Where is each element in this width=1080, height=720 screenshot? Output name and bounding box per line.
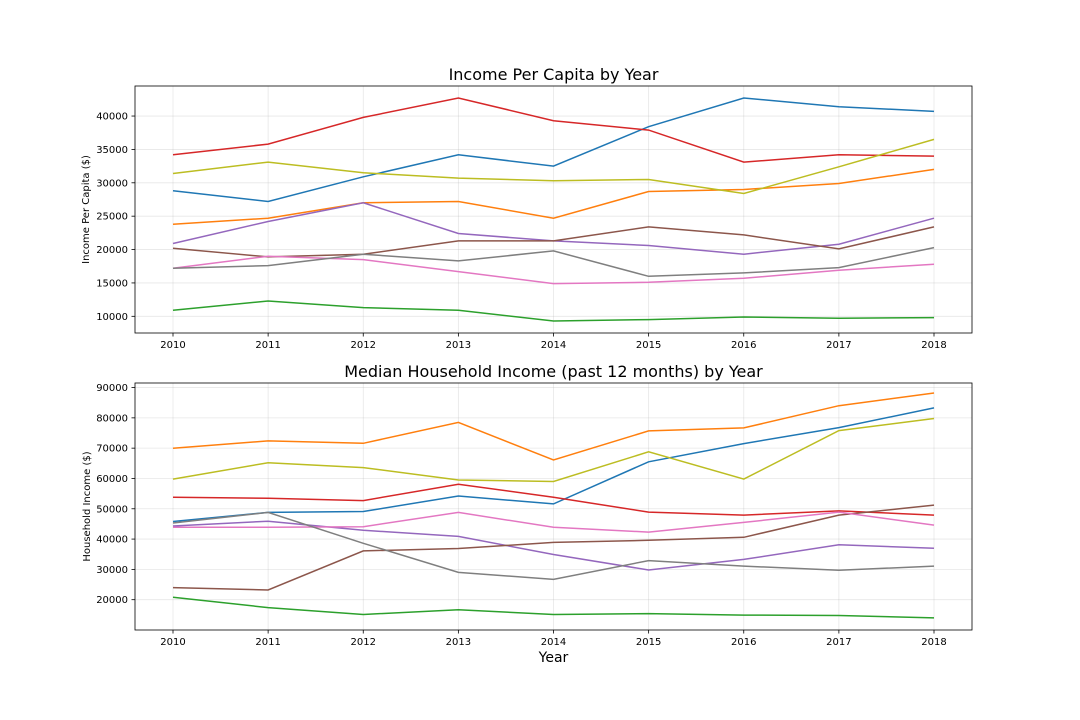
x-tick-label: 2013 (446, 340, 471, 351)
series-line-4 (172, 483, 935, 516)
series-line-1 (172, 407, 935, 523)
x-tick-label: 2014 (541, 637, 566, 648)
x-tick-label: 2011 (255, 637, 280, 648)
series-line-2 (172, 168, 935, 225)
y-tick-label: 20000 (96, 245, 128, 256)
x-tick-label: 2010 (160, 637, 185, 648)
series-line-2 (172, 392, 935, 461)
series-line-1 (172, 97, 935, 203)
y-tick-label: 40000 (96, 535, 128, 546)
y-tick-label: 80000 (96, 413, 128, 424)
x-tick-label: 2014 (541, 340, 566, 351)
x-tick-label: 2018 (921, 637, 946, 648)
x-tick-label: 2016 (731, 340, 756, 351)
y-tick-label: 50000 (96, 504, 128, 515)
y-tick-label: 30000 (96, 565, 128, 576)
series-line-3 (172, 596, 935, 619)
x-tick-label: 2016 (731, 637, 756, 648)
y-axis-label: Household Income ($) (82, 451, 93, 561)
series-line-9 (172, 417, 935, 483)
x-tick-label: 2015 (636, 637, 661, 648)
y-tick-label: 70000 (96, 444, 128, 455)
series-line-6 (172, 226, 935, 258)
tick-layer: 2010 2011 2012 2013 2014 2015 2016 2017 2018 1000… (96, 112, 947, 351)
series-layer (172, 97, 935, 322)
series-line-9 (172, 138, 935, 195)
x-tick-label: 2012 (351, 340, 376, 351)
x-tick-label: 2013 (446, 637, 471, 648)
y-axis-label: Income Per Capita ($) (81, 155, 92, 264)
x-tick-label: 2010 (160, 340, 185, 351)
y-tick-label: 25000 (96, 212, 128, 223)
series-line-8 (172, 246, 935, 278)
x-tick-label: 2017 (826, 637, 851, 648)
tick-layer: 2010 2011 2012 2013 2014 2015 2016 2017 2018 2000… (96, 383, 947, 648)
x-tick-label: 2017 (826, 340, 851, 351)
y-tick-label: 35000 (96, 145, 128, 156)
y-tick-label: 20000 (96, 595, 128, 606)
y-tick-label: 60000 (96, 474, 128, 485)
series-line-6 (172, 504, 935, 591)
y-tick-label: 10000 (96, 312, 128, 323)
series-line-5 (172, 520, 935, 571)
subplot-median-household-income: 2010 2011 2012 2013 2014 2015 2016 2017 2018 2000… (82, 362, 973, 666)
x-axis-label: Year (538, 650, 569, 666)
y-tick-label: 15000 (96, 278, 128, 289)
series-line-7 (173, 511, 935, 533)
x-tick-label: 2011 (255, 340, 280, 351)
y-tick-label: 40000 (96, 112, 128, 123)
x-tick-label: 2012 (351, 637, 376, 648)
series-line-8 (172, 511, 935, 581)
series-line-3 (172, 300, 935, 322)
y-tick-label: 30000 (96, 178, 128, 189)
x-tick-label: 2015 (636, 340, 661, 351)
subplot-income-per-capita: 2010 2011 2012 2013 2014 2015 2016 2017 2018 1000… (81, 65, 973, 351)
series-layer (172, 392, 935, 619)
chart-title: Income Per Capita by Year (449, 65, 659, 84)
series-line-4 (172, 97, 935, 163)
series-line-7 (172, 255, 935, 285)
x-tick-label: 2018 (921, 340, 946, 351)
y-tick-label: 90000 (96, 383, 128, 394)
chart-title: Median Household Income (past 12 months)… (344, 362, 763, 381)
